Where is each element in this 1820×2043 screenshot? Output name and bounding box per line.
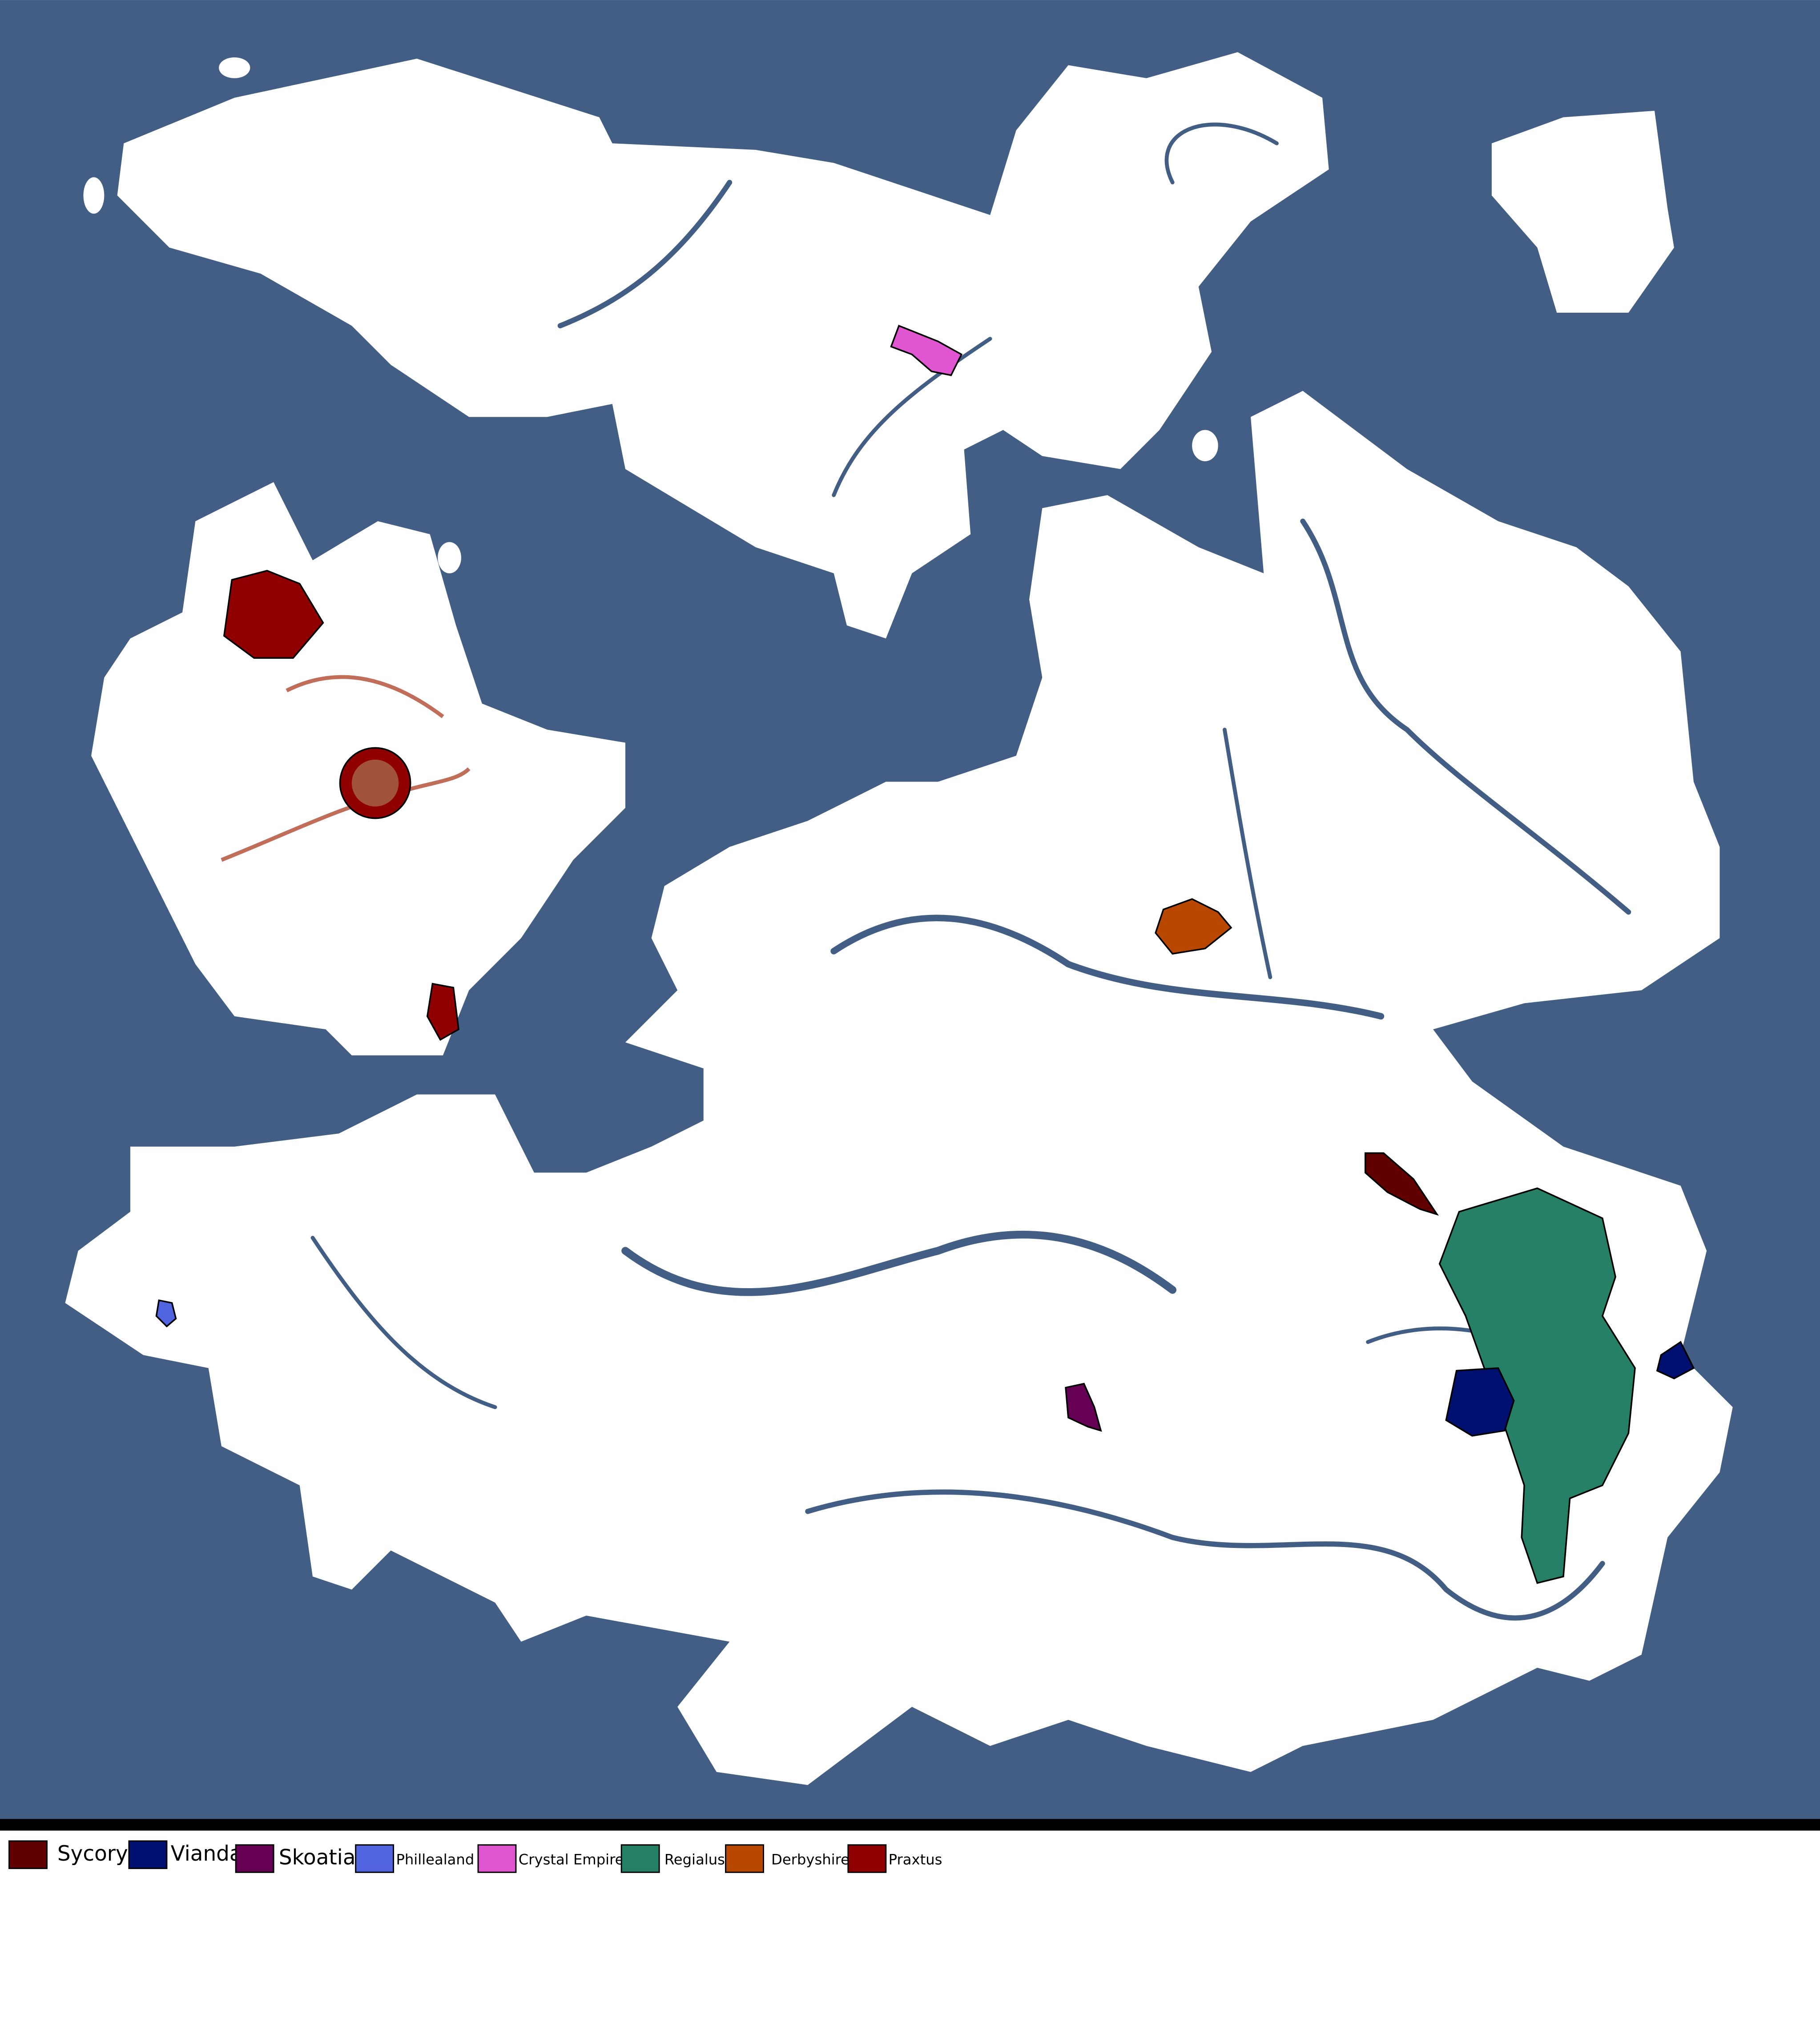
legend-swatch bbox=[128, 1840, 168, 1869]
small-island bbox=[83, 177, 105, 214]
volcano-crater bbox=[351, 759, 399, 807]
territory-skoatia bbox=[1065, 1382, 1102, 1432]
legend-label: Phillealand bbox=[396, 1851, 474, 1868]
legend-item: Regialus bbox=[620, 1844, 725, 1873]
territory-praxtus-south bbox=[426, 983, 459, 1041]
northeast-island bbox=[1491, 111, 1674, 313]
territory-derbyshire bbox=[1155, 898, 1232, 955]
rivers bbox=[310, 122, 1631, 1621]
legend-swatch bbox=[355, 1844, 395, 1873]
legend-area bbox=[0, 1830, 1820, 2043]
north-continent bbox=[117, 52, 1329, 639]
small-island bbox=[438, 542, 461, 573]
legend-divider-bar bbox=[0, 1819, 1820, 1831]
legend-label: Crystal Empire bbox=[519, 1851, 624, 1868]
legend-item: Sycoryo bbox=[8, 1840, 141, 1869]
legend-swatch bbox=[620, 1844, 660, 1873]
legend-item: Skoatia bbox=[235, 1844, 356, 1873]
legend-item: Praxtus bbox=[847, 1844, 942, 1873]
legend-swatch bbox=[8, 1840, 48, 1869]
legend-item: Vianda bbox=[128, 1840, 242, 1869]
small-island bbox=[219, 57, 250, 78]
legend: Sycoryo Vianda Skoatia Phillealand Crystal E… bbox=[8, 1840, 942, 1873]
territory-phillealand bbox=[155, 1299, 177, 1328]
legend-label: Regialus bbox=[664, 1851, 725, 1868]
legend-swatch bbox=[477, 1844, 517, 1873]
territory-sycoryo bbox=[1364, 1152, 1439, 1216]
territory-praxtus-north bbox=[223, 570, 324, 659]
territory-vianda-west bbox=[1445, 1367, 1515, 1437]
territory-vianda-east bbox=[1656, 1341, 1695, 1380]
small-island bbox=[1192, 430, 1218, 461]
legend-swatch bbox=[847, 1844, 887, 1873]
main-continent bbox=[65, 391, 1733, 1785]
legend-label: Praxtus bbox=[889, 1851, 942, 1868]
legend-swatch bbox=[235, 1844, 274, 1873]
legend-label: Skoatia bbox=[279, 1846, 356, 1870]
legend-swatch bbox=[725, 1844, 764, 1873]
territories bbox=[155, 325, 1695, 1584]
legend-item: Crystal Empire bbox=[477, 1844, 624, 1873]
legend-label: Derbyshire bbox=[771, 1851, 850, 1868]
legend-label: Vianda bbox=[171, 1842, 242, 1866]
legend-item: Phillealand bbox=[355, 1844, 474, 1873]
territory-crystal-empire bbox=[890, 325, 963, 376]
legend-label: Sycoryo bbox=[57, 1842, 141, 1866]
legend-item: Derbyshire bbox=[725, 1844, 850, 1873]
